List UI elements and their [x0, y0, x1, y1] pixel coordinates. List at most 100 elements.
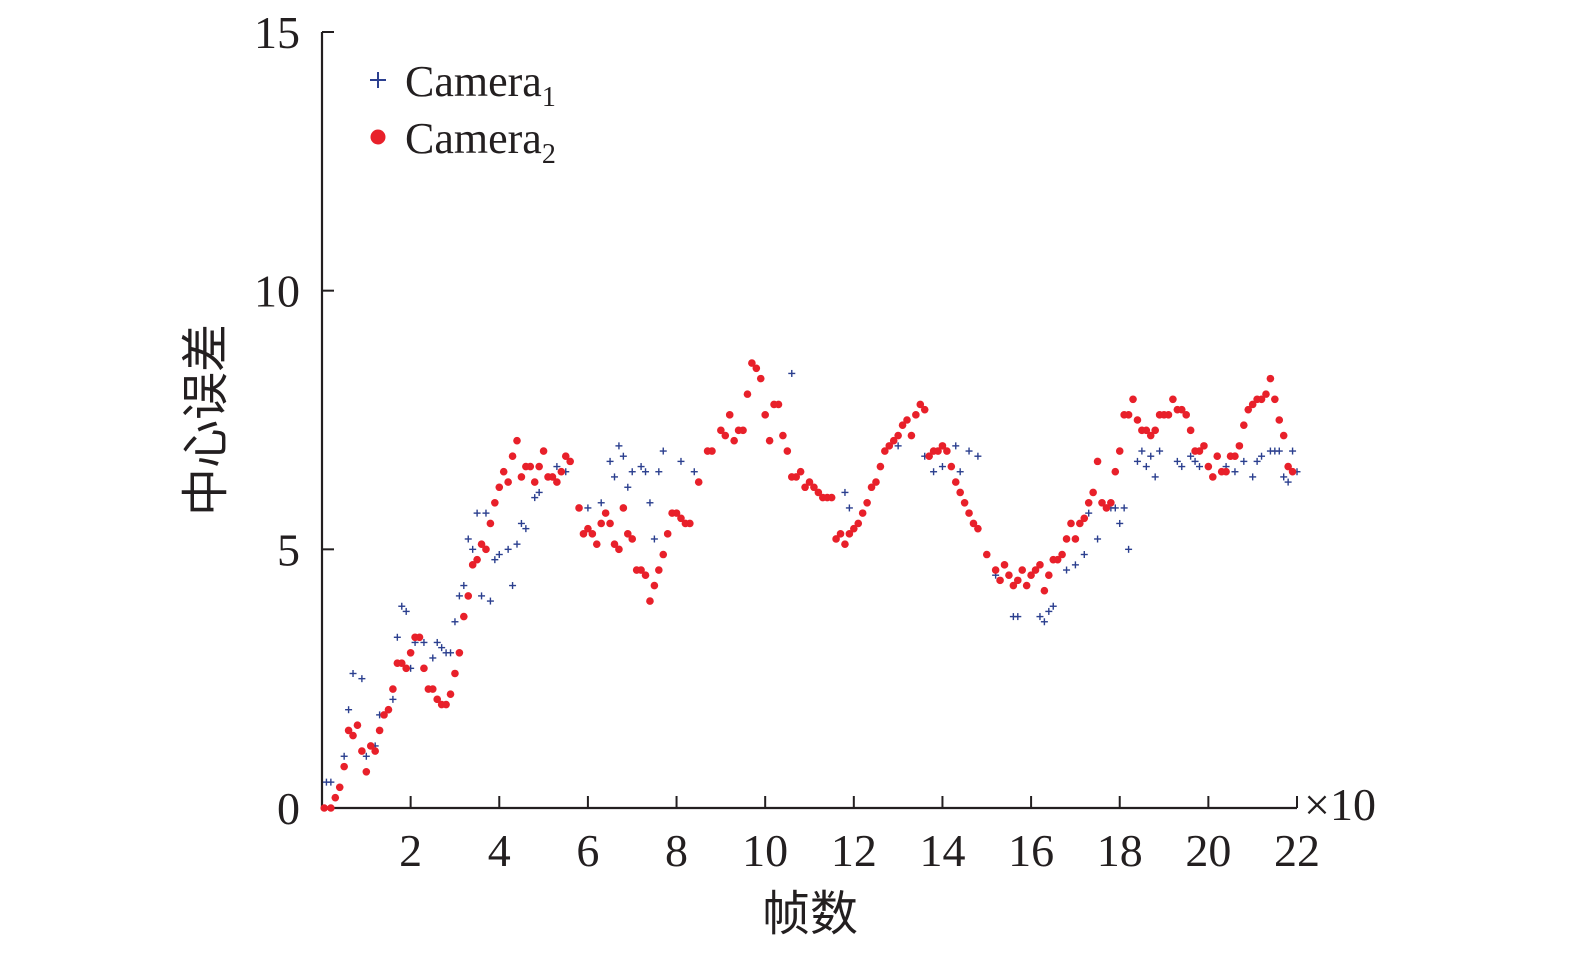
data-point: [371, 747, 379, 755]
x-tick-label: 12: [831, 825, 877, 876]
data-point: [951, 478, 960, 486]
data-point: [952, 442, 960, 450]
legend-label-camera2: Camera2: [405, 114, 556, 170]
legend-item-camera1: Camera1: [370, 57, 556, 113]
data-point: [1146, 431, 1155, 440]
legend-label-camera1: Camera1: [405, 57, 556, 113]
data-point: [495, 551, 503, 559]
data-point: [1071, 535, 1080, 543]
data-point: [1076, 519, 1084, 528]
legend-label-subscript: 2: [542, 139, 556, 170]
x-axis-title: 帧数: [762, 886, 858, 942]
data-point: [478, 592, 486, 600]
data-point: [1125, 545, 1133, 553]
data-point: [672, 509, 681, 517]
data-point: [646, 499, 654, 507]
x-tick-label: 16: [1008, 825, 1054, 876]
data-point: [468, 561, 477, 569]
data-point: [1022, 581, 1031, 590]
data-point: [1071, 561, 1079, 569]
data-point: [1151, 473, 1159, 481]
data-point: [1187, 452, 1195, 460]
data-point: [991, 566, 1000, 574]
data-point: [903, 416, 911, 424]
data-point: [690, 468, 698, 476]
data-point: [876, 462, 885, 471]
x-tick-label: 2: [399, 825, 422, 876]
data-point: [974, 452, 982, 460]
y-tick-label: 0: [277, 783, 300, 834]
data-point: [894, 442, 902, 450]
data-point: [1231, 468, 1239, 476]
data-point: [491, 498, 499, 507]
data-point: [320, 804, 329, 812]
data-point: [345, 706, 353, 714]
data-point: [433, 638, 441, 646]
x-tick-label: 22: [1274, 825, 1320, 876]
legend-item-camera2: Camera2: [370, 114, 556, 170]
data-point: [739, 426, 747, 435]
data-point: [1257, 395, 1266, 404]
data-point: [1129, 395, 1137, 404]
data-point: [898, 421, 907, 429]
x-tick-label: 10: [742, 825, 788, 876]
data-point: [615, 442, 623, 450]
data-point: [447, 649, 455, 657]
data-point: [415, 633, 424, 642]
data-point: [655, 468, 663, 476]
data-point: [384, 705, 393, 714]
data-point: [1084, 498, 1093, 507]
data-point: [677, 457, 685, 465]
data-point: [601, 509, 610, 517]
legend-marker-plus: [370, 72, 386, 88]
data-point: [451, 618, 459, 626]
legend-label-name: Camera: [405, 114, 542, 163]
data-point: [925, 452, 933, 461]
x-tick-label: 6: [576, 825, 599, 876]
data-point: [938, 463, 946, 471]
data-point: [841, 488, 849, 496]
data-point: [402, 607, 410, 615]
data-point: [508, 452, 517, 461]
data-point: [1200, 442, 1208, 450]
data-point: [389, 685, 397, 693]
data-point: [721, 431, 730, 440]
data-point: [1177, 405, 1186, 414]
data-point: [774, 400, 783, 409]
data-point: [743, 390, 752, 398]
data-point: [389, 695, 397, 703]
data-point: [779, 431, 787, 440]
data-point: [1107, 498, 1115, 507]
data-point: [553, 478, 561, 486]
data-point: [628, 468, 636, 476]
data-point: [863, 498, 871, 507]
data-point: [765, 436, 774, 445]
data-point: [1147, 452, 1155, 460]
data-point: [1053, 555, 1062, 564]
data-point: [499, 467, 508, 476]
data-point: [845, 530, 854, 538]
data-point: [1067, 519, 1075, 528]
data-point: [429, 654, 437, 662]
data-point: [854, 519, 863, 528]
data-point: [513, 436, 521, 445]
data-point: [867, 483, 876, 492]
data-point: [708, 447, 716, 455]
data-point: [1279, 431, 1288, 440]
data-point: [1063, 566, 1071, 574]
data-point: [1248, 400, 1257, 409]
x-multiplier-label: ×10: [1304, 779, 1376, 830]
data-point: [491, 556, 499, 564]
data-point: [451, 669, 459, 678]
data-point: [535, 488, 543, 496]
data-point: [1195, 447, 1204, 455]
data-point: [575, 504, 583, 512]
data-point: [530, 478, 539, 486]
y-tick-label: 5: [277, 524, 300, 575]
data-point: [362, 752, 370, 760]
y-tick-label: 15: [254, 7, 300, 58]
data-point: [889, 436, 898, 445]
data-point: [482, 545, 490, 554]
legend: Camera1 Camera2: [370, 57, 556, 170]
data-point: [1196, 463, 1203, 471]
